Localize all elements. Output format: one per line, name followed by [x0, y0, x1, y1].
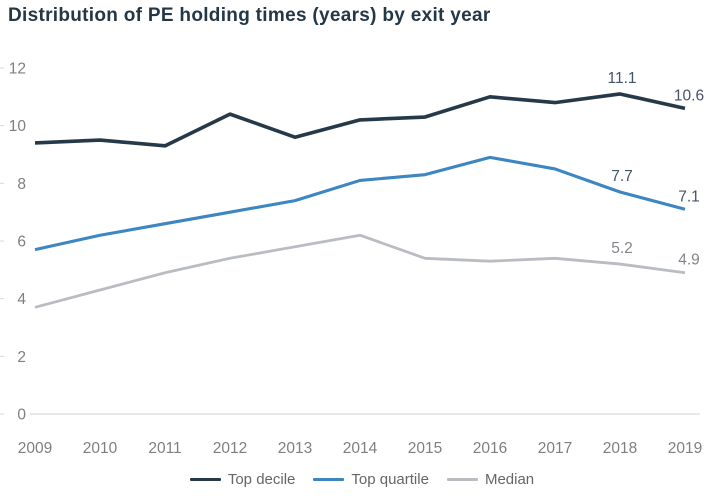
x-tick-label: 2015 — [408, 440, 442, 457]
legend-item-top-decile: Top decile — [189, 470, 296, 488]
data-label-top-quartile: 7.1 — [678, 188, 700, 205]
x-tick-label: 2014 — [343, 440, 378, 457]
legend-label-top-decile: Top decile — [227, 470, 296, 488]
y-tick-label: 10 — [9, 118, 27, 135]
y-tick-label: 4 — [17, 291, 26, 308]
x-tick-label: 2018 — [603, 440, 637, 457]
x-tick-label: 2011 — [148, 440, 181, 457]
legend-swatch-top-quartile-line — [313, 477, 345, 481]
data-label-top-decile: 10.6 — [674, 87, 704, 104]
y-tick-label: 8 — [17, 176, 26, 193]
series-line-top-quartile — [34, 155, 686, 252]
chart-title: Distribution of PE holding times (years)… — [8, 5, 491, 26]
x-tick-label: 2012 — [213, 440, 247, 457]
data-label-top-decile: 11.1 — [607, 70, 636, 87]
legend-item-top-quartile: Top quartile — [313, 471, 429, 488]
legend-item-median: Median — [446, 470, 535, 488]
x-tick-label: 2017 — [538, 440, 572, 457]
x-tick-label: 2016 — [473, 440, 507, 457]
x-tick-label: 2010 — [83, 440, 118, 457]
y-tick-label: 2 — [17, 349, 26, 366]
data-label-median: 4.9 — [678, 252, 700, 269]
legend-swatch-top-decile-line — [189, 477, 221, 481]
data-label-median: 5.2 — [611, 240, 633, 257]
x-tick-label: 2013 — [278, 440, 312, 457]
y-tick-label: 12 — [9, 61, 26, 78]
series-line-top-decile — [34, 92, 686, 148]
x-tick-label: 2009 — [18, 440, 52, 457]
legend-label-median: Median — [484, 470, 535, 488]
series-line-median — [34, 233, 686, 309]
legend-swatch-median-line — [446, 477, 478, 481]
data-label-top-quartile: 7.7 — [611, 168, 633, 185]
legend: Top decile Top quartile Median — [0, 466, 724, 492]
y-tick-label: 6 — [17, 234, 26, 251]
legend-label-top-quartile: Top quartile — [351, 470, 429, 488]
y-tick-label: 0 — [17, 407, 26, 424]
x-tick-label: 2019 — [668, 440, 702, 457]
